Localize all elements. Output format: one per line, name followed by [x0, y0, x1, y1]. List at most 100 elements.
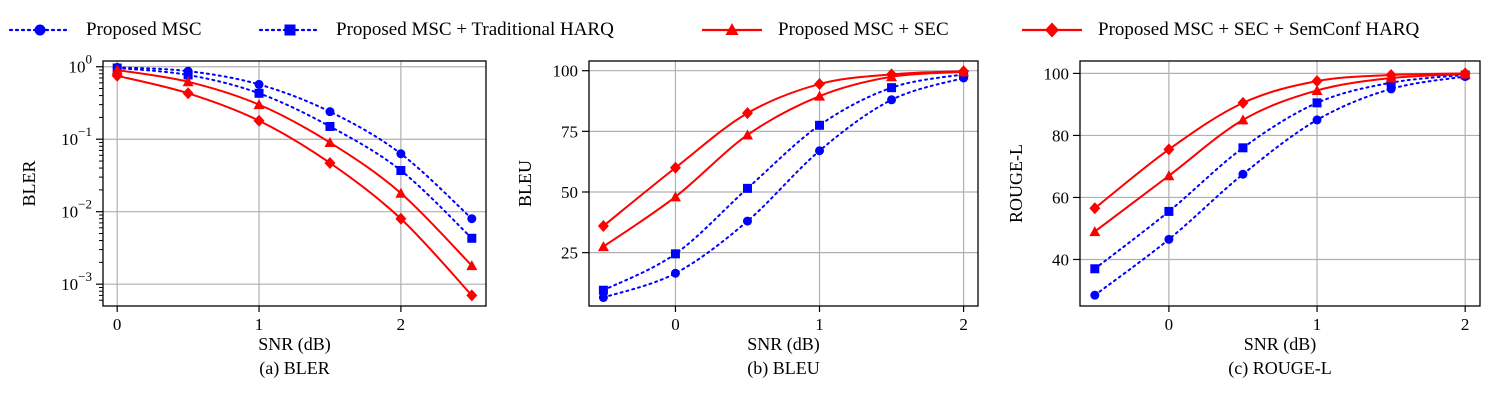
y-tick-label: 10−2 — [61, 197, 92, 222]
data-point — [1311, 75, 1323, 88]
x-tick-label: 2 — [959, 315, 968, 334]
data-point — [467, 233, 477, 243]
data-point — [1164, 234, 1174, 244]
data-point — [396, 166, 406, 176]
series-line — [116, 67, 473, 240]
data-point — [814, 78, 826, 91]
data-point — [815, 146, 825, 156]
chart-panel-3: 0 1 2 40 60 80 100 SNR (dB) ROUGE-L (c) ROUGE-L — [1006, 60, 1481, 379]
data-point — [741, 129, 753, 140]
series-line — [1094, 72, 1466, 210]
series-proposed-msc-sec-semconf-harq — [1089, 67, 1471, 215]
series-proposed-msc — [598, 73, 969, 303]
data-point — [1312, 115, 1322, 125]
series-line — [602, 73, 965, 292]
data-point — [325, 121, 335, 131]
series-proposed-msc-sec — [597, 66, 970, 252]
data-point — [396, 149, 406, 159]
series-proposed-msc-traditional-harq — [1090, 70, 1470, 274]
data-point — [1090, 264, 1100, 274]
series-line — [1094, 73, 1466, 233]
data-point — [325, 107, 335, 117]
data-point — [669, 191, 681, 202]
data-point — [1238, 169, 1248, 179]
plot-frame — [588, 60, 979, 307]
legend-marker-diamond-icon — [1022, 22, 1082, 38]
y-tick-label: 10−3 — [61, 269, 92, 294]
chart-caption: (c) ROUGE-L — [1228, 358, 1331, 379]
legend-marker-triangle-icon — [702, 23, 762, 35]
series-line — [117, 69, 473, 267]
legend-label: Proposed MSC + SEC + SemConf HARQ — [1098, 19, 1420, 40]
y-tick-label: 25 — [561, 244, 578, 263]
series-proposed-msc-sec — [1089, 68, 1471, 237]
data-point — [1090, 290, 1100, 300]
data-point — [1164, 206, 1174, 216]
data-point — [1385, 68, 1397, 81]
data-point — [669, 161, 681, 174]
data-point — [395, 212, 407, 225]
data-point — [742, 216, 752, 226]
data-point — [324, 156, 336, 169]
legend-label: Proposed MSC + SEC — [778, 19, 949, 40]
plot-frame — [1079, 60, 1481, 307]
x-tick-label: 0 — [113, 315, 122, 334]
legend-marker-circle-icon — [8, 24, 72, 36]
chart-caption: (a) BLER — [259, 358, 329, 379]
legend-item-proposed-msc-sec: Proposed MSC + SEC — [700, 10, 949, 50]
data-point — [1163, 170, 1175, 181]
data-point — [815, 120, 825, 130]
data-point — [741, 107, 753, 120]
data-point — [814, 90, 826, 101]
x-tick-label: 1 — [255, 315, 264, 334]
y-tick-label: 80 — [1052, 126, 1069, 145]
data-point — [1312, 98, 1322, 108]
x-tick-label: 1 — [1313, 315, 1322, 334]
legend-label: Proposed MSC — [86, 19, 202, 40]
data-point — [670, 249, 680, 259]
data-point — [1089, 202, 1101, 215]
data-point — [111, 64, 123, 75]
x-axis-label: SNR (dB) — [747, 334, 820, 355]
data-point — [887, 95, 897, 105]
data-point — [254, 79, 264, 89]
series-proposed-msc-sec-semconf-harq — [111, 69, 478, 302]
y-tick-label: 40 — [1052, 250, 1069, 269]
legend-marker-square-icon — [258, 24, 322, 36]
x-axis-label: SNR (dB) — [258, 334, 331, 355]
series-line — [116, 66, 473, 220]
data-point — [742, 183, 752, 193]
data-point — [253, 99, 265, 110]
data-point — [467, 214, 477, 224]
y-axis-label: BLER — [19, 160, 39, 206]
data-point — [182, 87, 194, 100]
data-point — [1237, 114, 1249, 125]
series-proposed-msc-traditional-harq — [598, 69, 969, 295]
data-point — [1459, 67, 1471, 80]
data-point — [324, 137, 336, 148]
x-axis-label: SNR (dB) — [1244, 334, 1317, 355]
legend-item-proposed-msc-sec-semconf-harq: Proposed MSC + SEC + SemConf HARQ — [1020, 10, 1419, 50]
series-line — [602, 70, 964, 227]
data-point — [254, 88, 264, 98]
legend-item-proposed-msc: Proposed MSC — [8, 10, 202, 50]
data-point — [111, 69, 123, 82]
plot-frame — [102, 60, 487, 307]
series-proposed-msc-traditional-harq — [112, 63, 477, 243]
data-point — [182, 76, 194, 87]
series-proposed-msc-sec — [111, 64, 478, 271]
chart-caption: (b) BLEU — [747, 358, 819, 379]
data-point — [958, 65, 970, 78]
legend-label: Proposed MSC + Traditional HARQ — [336, 19, 614, 40]
data-point — [1238, 143, 1248, 153]
data-point — [466, 260, 478, 271]
data-point — [183, 70, 193, 80]
x-tick-label: 0 — [671, 315, 680, 334]
data-point — [598, 285, 608, 295]
data-point — [1237, 96, 1249, 109]
series-proposed-msc-sec-semconf-harq — [597, 65, 970, 232]
chart-panel-1: 0 1 2 100 10−1 10−2 10−3 SNR (dB) BLER (a) BLER — [19, 52, 487, 379]
series-line — [1093, 73, 1467, 270]
series-line — [602, 70, 964, 248]
